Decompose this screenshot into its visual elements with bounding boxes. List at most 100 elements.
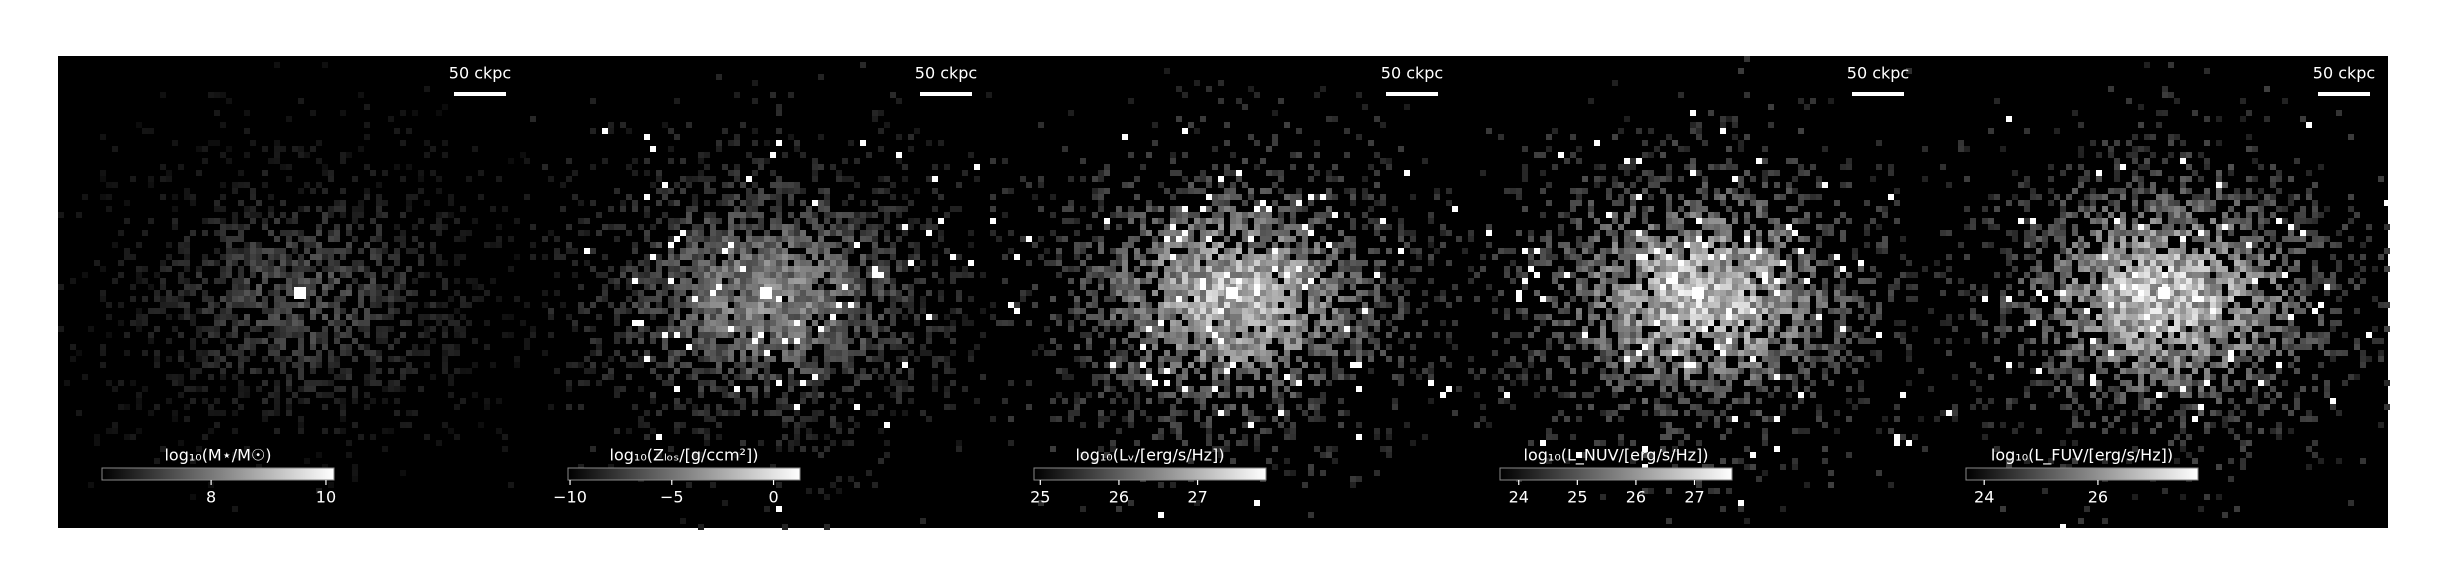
pixel: [1164, 416, 1170, 422]
pixel: [1912, 272, 1918, 278]
pixel: [286, 326, 292, 332]
pixel: [256, 248, 262, 254]
pixel: [1242, 326, 1248, 332]
pixel: [758, 308, 764, 314]
pixel: [776, 290, 782, 296]
pixel: [860, 290, 866, 296]
pixel: [854, 272, 860, 278]
pixel: [842, 176, 848, 182]
pixel: [728, 194, 734, 200]
pixel: [830, 230, 836, 236]
pixel: [1278, 404, 1284, 410]
pixel: [358, 248, 364, 254]
pixel: [752, 128, 758, 134]
pixel: [1122, 314, 1128, 320]
pixel: [1504, 266, 1510, 272]
pixel: [740, 404, 746, 410]
pixel: [442, 140, 448, 146]
pixel: [1374, 272, 1380, 278]
pixel: [1128, 368, 1134, 374]
pixel: [340, 188, 346, 194]
pixel: [734, 386, 740, 392]
pixel: [764, 320, 770, 326]
pixel: [788, 134, 794, 140]
pixel: [704, 302, 710, 308]
pixel: [686, 314, 692, 320]
pixel: [752, 212, 758, 218]
pixel: [542, 236, 548, 242]
pixel: [662, 260, 668, 266]
pixel: [1612, 230, 1618, 236]
core: [760, 287, 772, 299]
pixel: [746, 224, 752, 230]
pixel: [250, 260, 256, 266]
pixel: [274, 308, 280, 314]
pixel: [878, 314, 884, 320]
pixel: [680, 404, 686, 410]
pixel: [1218, 98, 1224, 104]
pixel: [1612, 134, 1618, 140]
pixel: [1170, 152, 1176, 158]
pixel: [1792, 206, 1798, 212]
pixel: [1224, 308, 1230, 314]
pixel: [1786, 272, 1792, 278]
pixel: [1702, 278, 1708, 284]
pixel: [656, 266, 662, 272]
pixel: [710, 272, 716, 278]
pixel: [424, 434, 430, 440]
pixel: [1762, 272, 1768, 278]
pixel: [172, 224, 178, 230]
pixel: [454, 326, 460, 332]
pixel: [280, 362, 286, 368]
pixel: [376, 314, 382, 320]
pixel: [716, 308, 722, 314]
pixel: [614, 386, 620, 392]
pixel: [1816, 182, 1822, 188]
pixel: [824, 524, 830, 530]
pixel: [1398, 374, 1404, 380]
pixel: [740, 326, 746, 332]
pixel: [1116, 308, 1122, 314]
pixel: [776, 446, 782, 452]
pixel: [1248, 392, 1254, 398]
pixel: [1242, 434, 1248, 440]
pixel: [848, 476, 854, 482]
pixel: [650, 332, 656, 338]
pixel: [794, 272, 800, 278]
pixel: [1446, 260, 1452, 266]
pixel: [800, 284, 806, 290]
pixel: [1648, 176, 1654, 182]
pixel: [1068, 110, 1074, 116]
pixel: [1188, 458, 1194, 464]
pixel: [842, 212, 848, 218]
pixel: [1212, 326, 1218, 332]
pixel: [1858, 278, 1864, 284]
pixel: [752, 338, 758, 344]
pixel: [1236, 368, 1242, 374]
pixel: [1176, 86, 1182, 92]
pixel: [1122, 284, 1128, 290]
pixel: [932, 374, 938, 380]
pixel: [208, 308, 214, 314]
pixel: [1242, 200, 1248, 206]
pixel: [1714, 188, 1720, 194]
pixel: [854, 332, 860, 338]
pixel: [890, 284, 896, 290]
pixel: [764, 236, 770, 242]
pixel: [1290, 278, 1296, 284]
pixel: [1242, 260, 1248, 266]
pixel: [836, 356, 842, 362]
pixel: [1582, 176, 1588, 182]
pixel: [148, 182, 154, 188]
pixel: [1236, 224, 1242, 230]
pixel: [1224, 278, 1230, 284]
pixel: [106, 428, 112, 434]
pixel: [274, 236, 280, 242]
pixel: [424, 314, 430, 320]
pixel: [370, 284, 376, 290]
pixel: [728, 182, 734, 188]
pixel: [274, 326, 280, 332]
pixel: [872, 230, 878, 236]
pixel: [806, 206, 812, 212]
pixel: [382, 284, 388, 290]
